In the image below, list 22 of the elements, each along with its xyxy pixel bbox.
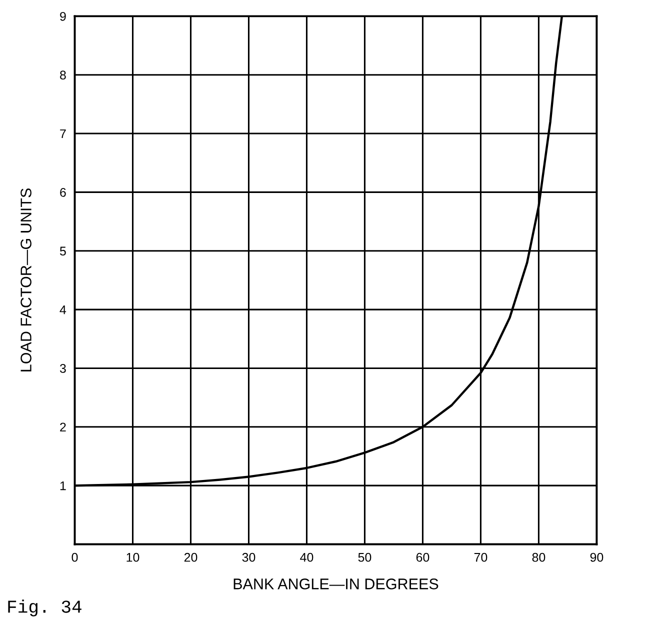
y-tick-label: 7 (60, 129, 66, 138)
x-tick-label: 70 (474, 552, 488, 562)
y-tick-label: 2 (60, 422, 66, 432)
caption: Fig. 34 (8, 600, 82, 616)
x-tick-label: 30 (242, 552, 256, 562)
y-tick-label: 1 (60, 482, 66, 490)
y-tick-label: 5 (60, 246, 66, 256)
y-tick-label: 4 (60, 305, 66, 314)
x-tick-label: 80 (532, 552, 546, 562)
x-tick-label: 60 (416, 552, 430, 562)
x-tick-label: 50 (358, 552, 372, 562)
x-tick-label: 40 (300, 552, 314, 562)
y-tick-label: 9 (60, 12, 66, 21)
x-tick-label: 90 (590, 552, 604, 562)
x-tick-label: 10 (126, 552, 140, 562)
y-tick-label: 3 (60, 364, 66, 373)
y-tick-label: 8 (60, 70, 66, 80)
x-tick-label: 20 (184, 552, 198, 562)
y-tick-label: 6 (60, 188, 66, 197)
y-axis-title: LOAD FACTOR—G UNITS (20, 188, 32, 372)
x-tick-label: 0 (72, 552, 78, 562)
x-axis-title: BANK ANGLE—IN DEGREES (234, 578, 438, 590)
